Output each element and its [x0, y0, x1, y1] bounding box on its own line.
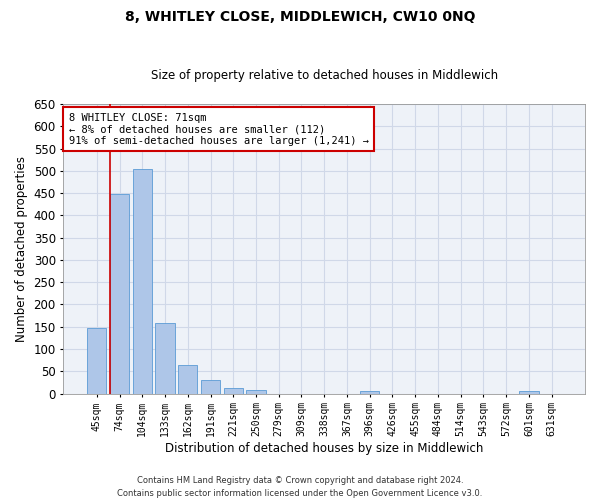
Bar	[360, 391, 379, 394]
Bar	[133, 168, 152, 394]
X-axis label: Distribution of detached houses by size in Middlewich: Distribution of detached houses by size …	[165, 442, 484, 455]
Bar	[178, 364, 197, 394]
Bar	[110, 194, 129, 394]
Bar	[155, 323, 175, 394]
Bar	[201, 380, 220, 394]
Bar	[519, 392, 539, 394]
Bar	[224, 388, 243, 394]
Text: 8 WHITLEY CLOSE: 71sqm
← 8% of detached houses are smaller (112)
91% of semi-det: 8 WHITLEY CLOSE: 71sqm ← 8% of detached …	[68, 112, 368, 146]
Bar	[247, 390, 266, 394]
Y-axis label: Number of detached properties: Number of detached properties	[15, 156, 28, 342]
Title: Size of property relative to detached houses in Middlewich: Size of property relative to detached ho…	[151, 69, 498, 82]
Bar	[87, 328, 106, 394]
Text: 8, WHITLEY CLOSE, MIDDLEWICH, CW10 0NQ: 8, WHITLEY CLOSE, MIDDLEWICH, CW10 0NQ	[125, 10, 475, 24]
Text: Contains HM Land Registry data © Crown copyright and database right 2024.
Contai: Contains HM Land Registry data © Crown c…	[118, 476, 482, 498]
